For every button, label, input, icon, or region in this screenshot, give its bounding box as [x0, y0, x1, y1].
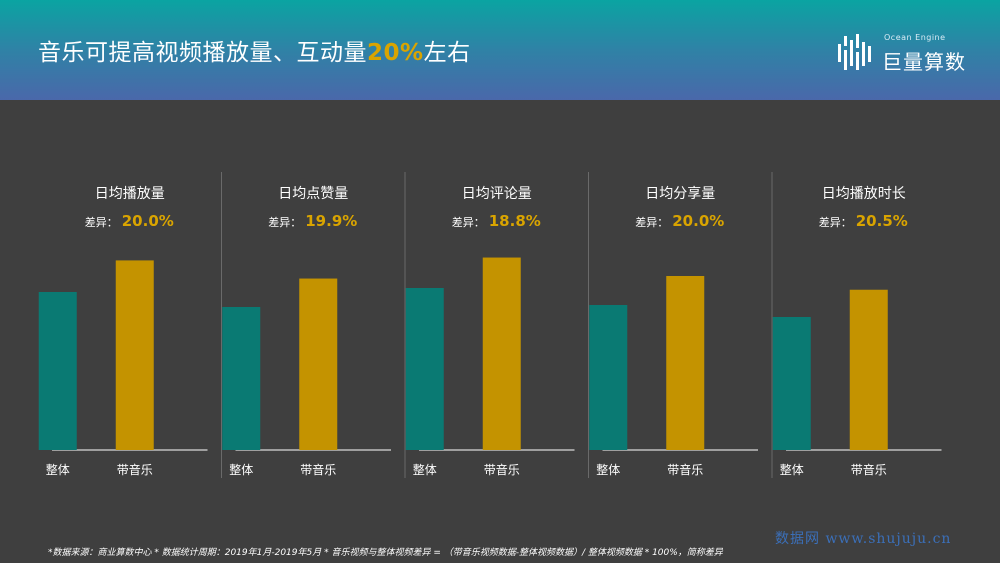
- brand-logo: Ocean Engine 巨量算数: [834, 30, 984, 74]
- logo-subtitle: Ocean Engine: [884, 33, 946, 42]
- footnote: *数据来源：商业算数中心 * 数据统计周期：2019年1月-2019年5月 * …: [48, 548, 723, 558]
- diff-label: 差异：: [268, 215, 301, 229]
- bar-with-music: [666, 276, 705, 450]
- bar-with-music: [482, 257, 521, 450]
- diff-label: 差异：: [635, 215, 668, 229]
- diff-label: 差异：: [85, 215, 118, 229]
- title-prefix: 音乐可提高视频播放量、互动量: [38, 40, 367, 66]
- diff-value: 18.8%: [489, 212, 541, 230]
- x-tick-label: 整体: [596, 462, 620, 477]
- diff-value: 20.5%: [856, 212, 908, 230]
- diff-value: 19.9%: [305, 212, 357, 230]
- bar-overall: [589, 305, 628, 450]
- x-tick-label: 整体: [413, 462, 437, 477]
- logo-bars-icon: [838, 34, 871, 70]
- page-title: 音乐可提高视频播放量、互动量20%左右: [38, 33, 471, 67]
- diff-value: 20.0%: [122, 212, 174, 230]
- bar-overall: [38, 292, 77, 450]
- diff-label: 差异：: [452, 215, 485, 229]
- chart-title: 日均播放时长: [822, 186, 906, 202]
- diff-label: 差异：: [819, 215, 852, 229]
- bar-overall: [405, 288, 444, 450]
- x-tick-label: 带音乐: [851, 462, 887, 477]
- x-tick-label: 带音乐: [667, 462, 703, 477]
- x-tick-label: 带音乐: [117, 462, 153, 477]
- x-tick-label: 带音乐: [300, 462, 336, 477]
- bar-with-music: [849, 289, 888, 450]
- bar-with-music: [115, 260, 154, 450]
- x-tick-label: 整体: [229, 462, 253, 477]
- x-tick-label: 整体: [780, 462, 804, 477]
- bar-with-music: [299, 278, 338, 450]
- title-highlight: 20%: [367, 40, 424, 66]
- chart-title: 日均分享量: [645, 185, 715, 202]
- charts-area: 日均播放量差异： 20.0% 整体 带音乐 日均点赞量差异： 19.9% 整体 带音乐 日均评论…: [0, 100, 1000, 530]
- header-banner: 音乐可提高视频播放量、互动量20%左右 Ocean Engine 巨量算数: [0, 0, 1000, 100]
- bar-overall: [222, 307, 261, 450]
- title-suffix: 左右: [423, 40, 471, 66]
- watermark: 数据网 www.shujuju.cn: [775, 531, 952, 547]
- diff-value: 20.0%: [672, 212, 724, 230]
- x-tick-label: 整体: [46, 462, 70, 477]
- chart-title: 日均评论量: [462, 186, 532, 202]
- bar-overall: [772, 317, 811, 450]
- logo-name: 巨量算数: [882, 50, 966, 74]
- chart-title: 日均点赞量: [278, 186, 348, 202]
- chart-title: 日均播放量: [95, 186, 165, 202]
- x-tick-label: 带音乐: [484, 462, 520, 477]
